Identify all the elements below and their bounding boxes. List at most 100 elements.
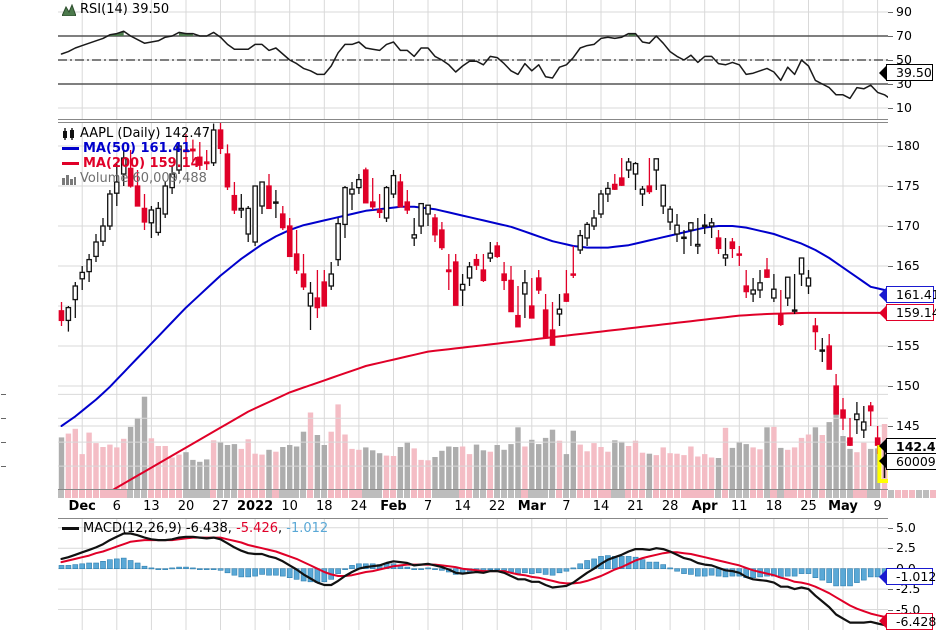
date-strip-cell <box>915 490 922 498</box>
axis-tick-mark <box>888 426 893 427</box>
rsi-y-axis: 90 70 50 30 10 <box>888 0 936 120</box>
date-tick-label: 10 <box>281 499 298 514</box>
rsi-mountain-icon <box>62 3 76 16</box>
date-strip-cell <box>846 490 853 498</box>
rsi-legend-label: RSI(14) 39.50 <box>80 2 170 17</box>
price-plot[interactable] <box>58 122 888 490</box>
date-strip-cell <box>403 490 411 498</box>
date-strip-cell <box>888 490 895 498</box>
rsi-legend: RSI(14) 39.50 <box>62 2 169 17</box>
date-strip-cell <box>175 490 182 498</box>
macd-plot[interactable] <box>58 518 888 630</box>
date-strip-cell <box>244 490 252 498</box>
date-tick-label: Feb <box>380 499 407 514</box>
date-tick-label: 11 <box>731 499 748 514</box>
axis-tick-label: 165 <box>896 258 920 273</box>
date-strip-cell <box>410 490 418 498</box>
macd-panel <box>58 518 888 630</box>
date-strip-cell <box>313 490 321 498</box>
date-strip-cell <box>417 490 424 498</box>
date-strip-cell <box>307 490 314 498</box>
date-strip-cell <box>348 490 355 498</box>
date-strip-cell <box>576 490 584 498</box>
date-strip-cell <box>894 490 902 498</box>
date-strip-cell <box>203 490 210 498</box>
axis-tick-mark <box>888 108 893 109</box>
axis-tick-mark <box>888 12 893 13</box>
axis-tick-mark <box>888 266 893 267</box>
axis-tick-label: 150 <box>896 378 920 393</box>
date-strip-cell <box>383 490 390 498</box>
date-strip-cell <box>604 490 611 498</box>
axis-tick-label: 175 <box>896 178 920 193</box>
axis-value-tag: -6.428 <box>886 612 936 630</box>
price-panel <box>58 122 888 490</box>
date-strip-cell <box>881 490 888 498</box>
axis-tick-mark <box>888 589 893 591</box>
date-strip-cell <box>286 490 293 498</box>
date-strip-cell <box>556 490 563 498</box>
date-strip-cell <box>320 490 328 498</box>
date-strip-cell <box>639 490 646 498</box>
date-strip-cell <box>715 490 722 498</box>
macd-signal-value: -5.426 <box>236 521 278 536</box>
date-axis: Dec 6 13 20 27 2022 10 18 24 Feb 7 14 22 Mar 7 14 21 28 Ap… <box>58 499 888 517</box>
date-strip-cell <box>542 490 549 498</box>
date-strip-cell <box>362 490 369 498</box>
volume-axis-tick-mark <box>1 466 6 468</box>
axis-tick-label: 90 <box>896 4 912 19</box>
date-strip-cell <box>230 490 238 498</box>
macd-value: -6.438 <box>185 521 228 536</box>
date-strip-cell <box>92 490 99 498</box>
price-legend: AAPL (Daily) 142.47 MA(50) 161.41 MA(200… <box>62 126 210 186</box>
date-strip-cell <box>528 490 535 498</box>
date-strip-cell <box>376 490 383 498</box>
date-strip-cell <box>196 490 203 498</box>
axis-value-tag: 142.47 <box>886 437 936 455</box>
date-strip-cell <box>618 490 625 498</box>
date-strip-cell <box>901 490 909 498</box>
macd-hist-value: -1.012 <box>286 521 329 536</box>
date-strip-cell <box>839 490 846 498</box>
date-strip-cell <box>120 490 127 498</box>
date-strip-cell <box>424 490 431 498</box>
axis-tick-mark <box>888 386 893 387</box>
axis-tick-label: 155 <box>896 338 920 353</box>
date-strip-cell <box>929 490 936 498</box>
date-strip-cell <box>805 490 812 498</box>
date-strip-cell <box>258 490 265 498</box>
date-strip-cell <box>818 490 826 498</box>
axis-tick-label: 170 <box>896 218 920 233</box>
date-strip-cell <box>210 490 217 498</box>
date-strip-cell <box>735 490 743 498</box>
date-strip-cell <box>521 490 528 498</box>
date-strip-cell <box>659 490 667 498</box>
date-strip-cell <box>756 490 763 498</box>
date-strip-cell <box>611 490 618 498</box>
date-strip-cell <box>625 490 632 498</box>
date-strip-cell <box>369 490 376 498</box>
date-tick-label: 24 <box>350 499 368 514</box>
date-strip-cell <box>749 490 756 498</box>
axis-tick-mark <box>888 609 893 611</box>
axis-tick-mark <box>888 60 893 61</box>
price-y-axis: 180175170165155150145140 <box>888 122 936 490</box>
axis-value-tag: 161.41 <box>886 286 936 304</box>
date-tick-label: 18 <box>765 499 783 514</box>
date-strip-cell <box>78 490 86 498</box>
price-title: AAPL (Daily) 142.47 <box>80 126 211 141</box>
date-color-strip <box>58 490 936 498</box>
date-strip-cell <box>770 490 777 498</box>
date-strip-cell <box>583 490 590 498</box>
rsi-plot[interactable] <box>58 0 888 120</box>
date-strip-cell <box>113 490 120 498</box>
date-strip-cell <box>687 490 694 498</box>
volume-axis-tick-mark <box>1 394 6 396</box>
axis-tick-mark <box>888 146 893 147</box>
date-strip-cell <box>791 490 798 498</box>
axis-value-tag: -1.012 <box>886 568 936 586</box>
date-strip-cell <box>127 490 134 498</box>
rsi-panel <box>58 0 888 120</box>
date-tick-label: 25 <box>800 499 817 514</box>
